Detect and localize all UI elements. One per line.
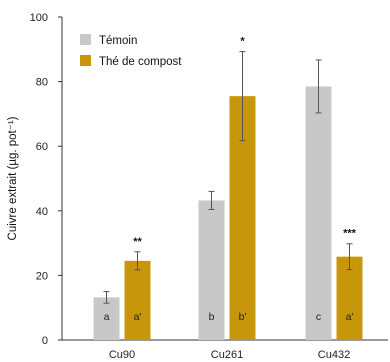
legend-label: Témoin [99, 35, 137, 47]
legend-label: Thé de compost [99, 56, 182, 68]
significance-label: *** [343, 228, 357, 240]
significance-label: ** [133, 236, 142, 248]
x-axis-ticks: Cu90 Cu261 Cu432 [109, 349, 350, 361]
y-axis-ticks: 0 20 40 60 80 100 [30, 12, 62, 347]
y-tick-label: 100 [30, 12, 48, 24]
y-axis-label: Cuivre extrait (µg. pot⁻¹) [7, 116, 19, 240]
bar [93, 297, 120, 340]
bars: a a' ** b b' * c a' *** [93, 36, 363, 340]
y-tick-label: 0 [42, 335, 48, 347]
group-letter-label: c [316, 311, 321, 323]
group-letter-label: a' [134, 311, 142, 323]
bar [124, 260, 151, 340]
group-letter-label: b' [239, 311, 247, 323]
bar [305, 86, 332, 340]
y-tick-label: 40 [36, 206, 48, 218]
x-tick-label: Cu261 [211, 349, 243, 361]
x-tick-label: Cu90 [109, 349, 135, 361]
y-tick-label: 80 [36, 77, 48, 89]
x-tick-label: Cu432 [318, 349, 350, 361]
group-letter-label: a' [346, 311, 354, 323]
y-tick-label: 60 [36, 141, 48, 153]
legend: Témoin Thé de compost [80, 34, 182, 68]
legend-swatch [80, 55, 91, 66]
significance-label: * [240, 36, 245, 48]
group-letter-label: b [209, 311, 215, 323]
bar [336, 256, 363, 340]
group-letter-label: a [104, 311, 110, 323]
bar [198, 200, 225, 340]
y-tick-label: 20 [36, 270, 48, 282]
legend-swatch [80, 34, 91, 45]
